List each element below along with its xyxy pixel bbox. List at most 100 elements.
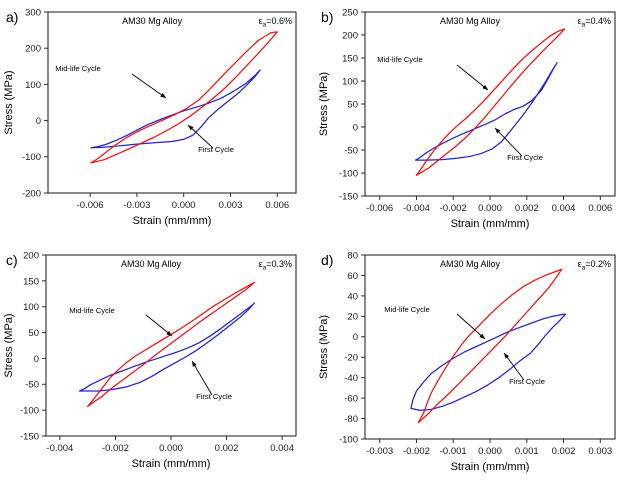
y-tick-label: 100 — [342, 76, 358, 87]
y-axis-title: Stress (MPa) — [3, 313, 15, 377]
panel-d-axes: d) -100 -80 -60 -40 -20 0 20 40 60 80 -0.003 -0.002-… — [318, 250, 616, 473]
mid-life-cycle-annotation-label: Mid-life Cycle — [384, 305, 430, 314]
mid-life-cycle-annotation-arrow-line — [456, 64, 489, 91]
plot-frame — [364, 11, 616, 197]
x-tick-label: 0.003 — [588, 446, 612, 457]
x-tick-label: -0.001 — [440, 446, 467, 457]
y-tick-label: -80 — [344, 414, 358, 425]
x-tick-label: -0.004 — [46, 443, 73, 454]
first-cycle-curve — [78, 302, 255, 392]
mid-life-cycle-annotation-arrow-head — [166, 330, 172, 336]
x-tick-label: 0.002 — [515, 203, 539, 214]
panel-a: a) -200 -100 0 100 200 300 -0.006 -0.003 0.000 0.0… — [0, 0, 315, 243]
x-tick-label: 0.000 — [159, 443, 183, 454]
mid-life-cycle-annotation-arrow-line — [145, 314, 173, 337]
x-tick-label: 0.004 — [270, 443, 294, 454]
y-tick-label: 200 — [23, 250, 39, 261]
mid-life-cycle-curve — [417, 268, 563, 424]
y-tick-label: 150 — [342, 53, 358, 64]
strain-amplitude-label: εa=0.4% — [578, 16, 611, 28]
y-tick-label: 0 — [353, 332, 358, 343]
x-tick-label: 0.006 — [588, 203, 612, 214]
x-tick-label: -0.002 — [102, 443, 129, 454]
first-cycle-annotation-arrow-line — [503, 352, 525, 381]
y-tick-label: -20 — [344, 353, 358, 364]
strain-amplitude-label: εa=0.2% — [578, 259, 611, 271]
plot-frame — [45, 254, 297, 437]
y-tick-label: 100 — [23, 302, 39, 313]
y-tick-label: 0 — [36, 116, 41, 127]
y-tick-label: -40 — [344, 373, 358, 384]
panel-d-plot: d) -100 -80 -60 -40 -20 0 20 40 60 80 -0.003 -0.002-… — [318, 250, 616, 473]
first-cycle-annotation-arrow-head — [192, 361, 197, 367]
y-tick-label: 50 — [347, 99, 358, 110]
panel-a-axes: a) -200 -100 0 100 200 300 -0.006 -0.003 0.000 0.0… — [3, 7, 297, 227]
panel-b-axes: b) -150 -100 -50 0 50 100 150 200 250 -0.006 -0.004… — [318, 7, 616, 230]
y-tick-label: 250 — [342, 7, 358, 18]
x-tick-label: -0.006 — [366, 203, 393, 214]
y-tick-label: 20 — [347, 312, 358, 323]
first-cycle-annotation-arrow-line — [494, 127, 523, 157]
panel-d: d) -100 -80 -60 -40 -20 0 20 40 60 80 -0.003 -0.002-… — [315, 243, 630, 486]
mid-life-cycle-annotation-arrow-head — [482, 84, 488, 90]
strain-amplitude-label: εa=0.6% — [259, 16, 292, 28]
x-axis-title: Strain (mm/mm) — [133, 215, 212, 227]
material-label: AM30 Mg Alloy — [440, 16, 501, 26]
y-tick-label: 0 — [353, 122, 358, 133]
panel-c-axes: c) -150 -100 -50 0 50 100 150 200 -0.004 -0.002 0.0… — [3, 250, 297, 470]
first-cycle-annotation-label: First Cycle — [507, 153, 543, 162]
x-tick-label: -0.002 — [403, 446, 430, 457]
first-cycle-annotation-arrow-line — [187, 124, 214, 149]
first-cycle-curve — [410, 313, 566, 412]
y-tick-label: 200 — [342, 30, 358, 41]
y-tick-label: 80 — [347, 250, 358, 261]
strain-amplitude-label: εa=0.3% — [259, 259, 292, 271]
x-tick-label: 0.002 — [552, 446, 576, 457]
panel-c-plot: c) -150 -100 -50 0 50 100 150 200 -0.004 -0.002 0.0… — [3, 250, 297, 470]
x-tick-label: 0.000 — [478, 446, 502, 457]
y-axis-title: Stress (MPa) — [318, 72, 330, 136]
mid-life-cycle-curve — [415, 28, 566, 176]
x-tick-label: 0.006 — [265, 200, 289, 211]
x-tick-label: 0.001 — [515, 446, 539, 457]
mid-life-cycle-annotation-label: Mid-life Cycle — [55, 64, 101, 73]
first-cycle-annotation-label: First Cycle — [196, 392, 232, 401]
mid-life-cycle-annotation-arrow-head — [160, 93, 166, 98]
x-tick-label: 0.002 — [215, 443, 239, 454]
panel-c: c) -150 -100 -50 0 50 100 150 200 -0.004 -0.002 0.0… — [0, 243, 315, 486]
x-tick-label: -0.006 — [77, 200, 104, 211]
x-axis-title: Strain (mm/mm) — [132, 458, 211, 470]
mid-life-cycle-annotation-arrow-head — [479, 333, 485, 339]
plot-frame — [364, 254, 616, 440]
y-tick-label: -60 — [344, 394, 358, 405]
x-tick-label: 0.000 — [172, 200, 196, 211]
y-tick-label: -50 — [344, 145, 358, 156]
material-label: AM30 Mg Alloy — [122, 16, 183, 26]
first-cycle-annotation-arrow-head — [495, 128, 501, 134]
y-tick-label: 300 — [25, 7, 41, 18]
panel-letter: d) — [321, 252, 333, 268]
mid-life-cycle-curve — [90, 31, 278, 164]
y-tick-label: 150 — [23, 276, 39, 287]
x-axis-title: Strain (mm/mm) — [451, 461, 530, 473]
panel-letter: b) — [321, 9, 333, 25]
y-tick-label: -100 — [20, 406, 39, 417]
first-cycle-annotation-label: First Cycle — [509, 377, 545, 386]
first-cycle-annotation-label: First Cycle — [198, 145, 234, 154]
panel-letter: a) — [6, 9, 18, 25]
mid-life-cycle-curve — [87, 281, 255, 408]
x-axis-title: Strain (mm/mm) — [451, 218, 530, 230]
x-tick-label: -0.002 — [440, 203, 467, 214]
y-tick-label: 60 — [347, 271, 358, 282]
mid-life-cycle-annotation-arrow-line — [131, 73, 167, 99]
x-tick-label: 0.004 — [552, 203, 576, 214]
first-cycle-curve — [414, 61, 558, 161]
y-tick-label: -200 — [22, 188, 41, 199]
mid-life-cycle-annotation-label: Mid-life Cycle — [69, 306, 115, 315]
mid-life-cycle-annotation-arrow-line — [456, 313, 486, 340]
x-tick-label: 0.000 — [478, 203, 502, 214]
mid-life-cycle-annotation-label: Mid-life Cycle — [377, 55, 423, 64]
x-tick-label: 0.003 — [219, 200, 243, 211]
y-tick-label: -100 — [22, 152, 41, 163]
